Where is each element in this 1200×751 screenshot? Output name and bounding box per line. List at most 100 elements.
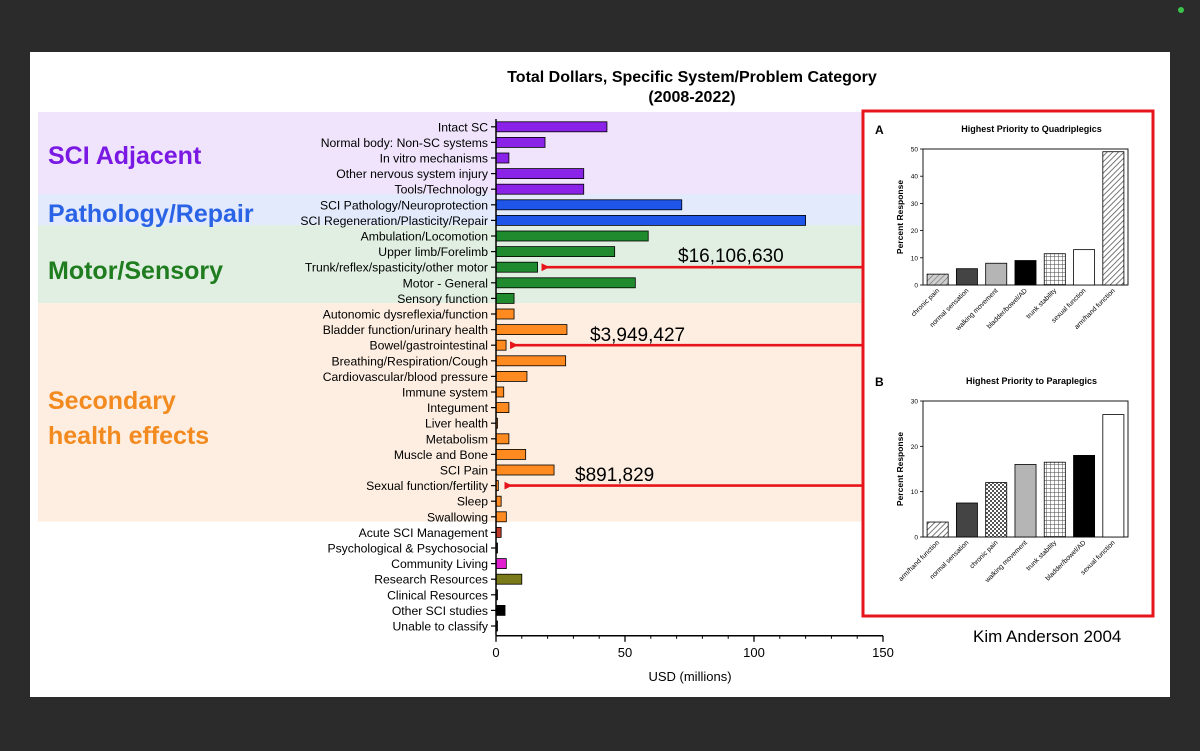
panel-B-bar-arm-hand-function — [926, 521, 949, 538]
bar-metabolism — [495, 433, 510, 445]
annotation-sexual-amount: $891,829 — [575, 465, 654, 486]
category-label-unable-to-classify: Unable to classify — [392, 620, 488, 634]
x-axis-label: USD (millions) — [648, 669, 731, 684]
category-label-other-nervous-system-injury: Other nervous system injury — [336, 167, 489, 181]
bar-bladder-function-urinary-health — [495, 324, 568, 336]
category-label-intact-sc: Intact SC — [438, 120, 488, 134]
category-label-bowel-gastrointestinal: Bowel/gastrointestinal — [369, 339, 488, 353]
band-label-pathology-repair: Pathology/Repair — [48, 200, 254, 228]
category-label-muscle-and-bone: Muscle and Bone — [394, 448, 488, 462]
category-label-sexual-function-fertility: Sexual function/fertility — [366, 479, 489, 493]
band-background-sci-adjacent — [38, 112, 862, 194]
panel-B-bar-chronic-pain — [985, 482, 1008, 538]
panel-A-bar-arm-hand-function — [1102, 151, 1125, 286]
bar-community-living — [495, 558, 507, 570]
bar-muscle-and-bone — [495, 448, 527, 460]
panel-B-bar-sexual-function — [1102, 414, 1125, 538]
window-status-dot — [1178, 7, 1184, 13]
category-label-community-living: Community Living — [391, 557, 488, 571]
bar-autonomic-dysreflexia-function — [495, 308, 515, 320]
category-label-bladder-function-urinary-health: Bladder function/urinary health — [323, 323, 488, 337]
category-label-psychological-psychosocial: Psychological & Psychosocial — [327, 542, 488, 556]
category-label-upper-limb-forelimb: Upper limb/Forelimb — [378, 245, 488, 259]
category-label-liver-health: Liver health — [425, 417, 488, 431]
category-label-swallowing: Swallowing — [427, 510, 488, 524]
band-label-motor-sensory: Motor/Sensory — [48, 257, 223, 285]
panel-A-bar-normal-sensation — [955, 268, 978, 286]
category-label-cardiovascular-blood-pressure: Cardiovascular/blood pressure — [323, 370, 489, 384]
category-label-breathing-respiration-cough: Breathing/Respiration/Cough — [331, 354, 488, 368]
bar-swallowing — [495, 511, 507, 523]
category-label-metabolism: Metabolism — [426, 432, 488, 446]
bar-normal-body-non-sc-systems — [495, 137, 546, 148]
panel-ytick-label-A: 40 — [911, 174, 919, 181]
panel-ytick-label-B: 20 — [911, 444, 919, 451]
bar-research-resources — [495, 573, 523, 585]
category-label-autonomic-dysreflexia-function: Autonomic dysreflexia/function — [323, 308, 488, 322]
citation: Kim Anderson 2004 — [973, 627, 1121, 646]
category-label-trunk-reflex-spasticity-other-motor: Trunk/reflex/spasticity/other motor — [305, 261, 488, 275]
panel-B-bar-trunk-stability — [1043, 461, 1066, 538]
panel-ytick-label-A: 50 — [911, 147, 919, 154]
band-label-secondary: Secondary — [48, 387, 176, 415]
panel-A-bar-walking-movement — [985, 262, 1008, 286]
bar-immune-system — [495, 386, 505, 398]
panel-ytick-label-A: 10 — [911, 255, 919, 262]
panel-title-A: Highest Priority to Quadriplegics — [961, 124, 1102, 134]
category-label-normal-body-non-sc-systems: Normal body: Non-SC systems — [321, 136, 488, 150]
bar-other-sci-studies — [495, 605, 506, 616]
bar-sleep — [495, 495, 502, 507]
bar-tools-technology — [495, 183, 585, 195]
panel-ytick-label-A: 30 — [911, 201, 919, 208]
bar-sensory-function — [495, 292, 515, 304]
bar-cardiovascular-blood-pressure — [495, 370, 528, 382]
bar-intact-sc — [495, 121, 608, 133]
bar-in-vitro-mechanisms — [495, 152, 510, 164]
x-tick-label-100: 100 — [743, 645, 765, 660]
bar-bowel-gastrointestinal — [495, 339, 507, 351]
bar-integument — [495, 402, 510, 414]
x-tick-label-0: 0 — [492, 645, 499, 660]
category-label-clinical-resources: Clinical Resources — [387, 588, 488, 602]
category-label-in-vitro-mechanisms: In vitro mechanisms — [380, 152, 488, 166]
category-label-sensory-function: Sensory function — [397, 292, 488, 306]
category-label-sci-regeneration-plasticity-repair: SCI Regeneration/Plasticity/Repair — [300, 214, 488, 228]
panel-B-bar-normal-sensation — [955, 502, 978, 538]
panel-title-B: Highest Priority to Paraplegics — [966, 376, 1097, 386]
bar-other-nervous-system-injury — [495, 168, 585, 179]
panel-ytick-label-A: 20 — [911, 228, 919, 235]
bar-sci-regeneration-plasticity-repair — [495, 214, 807, 226]
category-label-ambulation-locomotion: Ambulation/Locomotion — [361, 230, 488, 244]
panel-A-bar-sexual-function — [1073, 249, 1096, 286]
category-label-tools-technology: Tools/Technology — [395, 183, 489, 197]
panel-B-bar-walking-movement — [1014, 464, 1037, 538]
category-label-research-resources: Research Resources — [374, 573, 488, 587]
bar-sci-pathology-neuroprotection — [495, 199, 683, 211]
bar-motor-general — [495, 277, 636, 289]
panel-ytick-label-A: 0 — [914, 283, 918, 290]
main-chart-title: Total Dollars, Specific System/Problem C… — [507, 69, 877, 86]
panel-A-bar-bladder-bowel-ad — [1014, 260, 1037, 286]
panel-B-bar-bladder-bowel-ad — [1073, 454, 1096, 538]
x-tick-label-50: 50 — [618, 645, 632, 660]
panel-letter-B: B — [875, 375, 884, 389]
category-label-other-sci-studies: Other SCI studies — [392, 604, 488, 618]
category-label-sleep: Sleep — [457, 495, 488, 509]
slide: SCI Adjacent Pathology/Repair Motor/Sens… — [30, 52, 1170, 697]
chart-figure: SCI Adjacent Pathology/Repair Motor/Sens… — [38, 69, 1155, 684]
panel-ytick-label-B: 0 — [914, 535, 918, 542]
panel-ytick-label-B: 10 — [911, 489, 919, 496]
annotation-trunk-amount: $16,106,630 — [678, 246, 784, 267]
panel-ylabel-A: Percent Response — [895, 180, 905, 254]
panel-A-bar-trunk-stability — [1043, 253, 1066, 286]
panel-letter-A: A — [875, 123, 884, 137]
bar-upper-limb-forelimb — [495, 246, 616, 258]
bar-acute-sci-management — [495, 526, 502, 538]
panel-ylabel-B: Percent Response — [895, 432, 905, 506]
bar-ambulation-locomotion — [495, 230, 649, 242]
bar-breathing-respiration-cough — [495, 355, 567, 367]
category-label-sci-pain: SCI Pain — [440, 464, 488, 478]
bar-trunk-reflex-spasticity-other-motor — [495, 261, 538, 273]
main-chart-subtitle: (2008-2022) — [648, 89, 735, 106]
category-label-integument: Integument — [427, 401, 489, 415]
